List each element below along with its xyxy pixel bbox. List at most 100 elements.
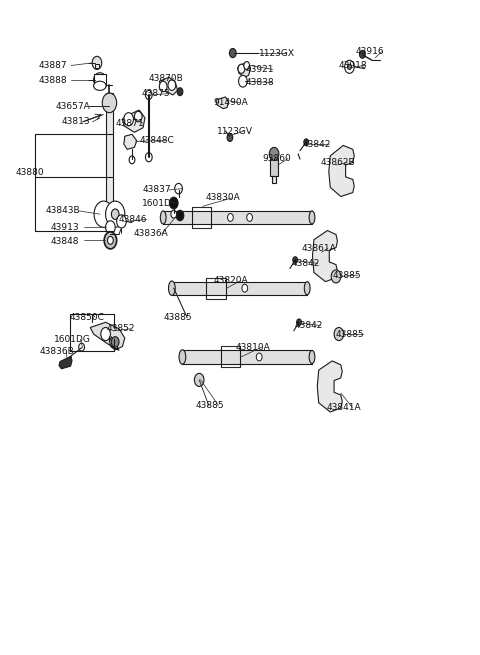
Ellipse shape xyxy=(309,211,315,224)
Circle shape xyxy=(348,64,351,69)
Polygon shape xyxy=(317,361,342,412)
Text: 43873: 43873 xyxy=(142,89,170,98)
Bar xyxy=(163,211,312,224)
Text: 43885: 43885 xyxy=(332,271,361,280)
Ellipse shape xyxy=(94,73,106,87)
Circle shape xyxy=(269,147,279,160)
Text: 43913: 43913 xyxy=(50,223,79,232)
Circle shape xyxy=(106,221,115,234)
Ellipse shape xyxy=(160,211,166,224)
Text: 1123GV: 1123GV xyxy=(217,126,253,136)
Circle shape xyxy=(169,197,178,209)
Bar xyxy=(94,74,106,86)
Bar xyxy=(192,207,211,228)
Circle shape xyxy=(176,210,184,221)
Ellipse shape xyxy=(309,350,315,364)
Circle shape xyxy=(92,56,102,69)
Text: 43885: 43885 xyxy=(196,401,225,410)
Circle shape xyxy=(106,326,113,336)
Ellipse shape xyxy=(304,282,310,295)
Circle shape xyxy=(247,214,252,221)
Circle shape xyxy=(108,236,113,244)
Circle shape xyxy=(293,257,298,263)
Text: 43842: 43842 xyxy=(302,140,331,149)
Text: 43810A: 43810A xyxy=(235,343,270,352)
Text: 43880: 43880 xyxy=(15,168,44,177)
Circle shape xyxy=(297,319,301,326)
Text: 43820A: 43820A xyxy=(214,276,248,286)
Bar xyxy=(270,158,278,176)
Text: 43836B: 43836B xyxy=(39,346,74,356)
Text: 43848: 43848 xyxy=(50,236,79,246)
Polygon shape xyxy=(216,97,228,109)
Circle shape xyxy=(228,214,233,221)
Text: 43836A: 43836A xyxy=(133,229,168,238)
Circle shape xyxy=(360,50,365,58)
Text: 91490A: 91490A xyxy=(214,98,248,107)
Circle shape xyxy=(106,201,125,227)
Text: 43837: 43837 xyxy=(143,185,172,195)
Text: 43888: 43888 xyxy=(38,76,67,85)
Circle shape xyxy=(168,80,176,90)
Circle shape xyxy=(331,270,341,283)
Text: 43871: 43871 xyxy=(115,119,144,128)
Circle shape xyxy=(171,210,177,218)
Circle shape xyxy=(111,337,119,347)
Circle shape xyxy=(304,139,309,145)
Circle shape xyxy=(145,90,152,100)
Circle shape xyxy=(124,113,133,126)
Text: 43848C: 43848C xyxy=(139,136,174,145)
Circle shape xyxy=(129,156,135,164)
Text: 1601DG: 1601DG xyxy=(54,335,91,344)
Text: 1123GX: 1123GX xyxy=(259,48,295,58)
Circle shape xyxy=(239,75,247,87)
Text: 43852: 43852 xyxy=(107,324,135,333)
Bar xyxy=(206,278,226,299)
Circle shape xyxy=(145,153,152,162)
Bar xyxy=(172,282,307,295)
Text: 43838: 43838 xyxy=(246,78,275,87)
Ellipse shape xyxy=(168,281,175,295)
Circle shape xyxy=(238,64,245,73)
Bar xyxy=(221,346,240,367)
Circle shape xyxy=(101,328,110,341)
Circle shape xyxy=(229,48,236,58)
Circle shape xyxy=(134,111,142,122)
Circle shape xyxy=(175,183,182,194)
Text: 43921: 43921 xyxy=(246,65,274,74)
Text: 43841A: 43841A xyxy=(326,403,361,412)
Polygon shape xyxy=(329,145,354,196)
Text: 43862B: 43862B xyxy=(321,158,355,167)
Text: 43887: 43887 xyxy=(38,61,67,70)
Circle shape xyxy=(102,93,117,113)
Text: 43843B: 43843B xyxy=(46,206,80,215)
Circle shape xyxy=(334,328,344,341)
Circle shape xyxy=(79,343,84,351)
Circle shape xyxy=(242,284,248,292)
Text: 43842: 43842 xyxy=(295,321,323,330)
Text: 43916: 43916 xyxy=(355,47,384,56)
Text: 43842: 43842 xyxy=(291,259,320,268)
Polygon shape xyxy=(90,322,125,350)
Text: 43830A: 43830A xyxy=(205,193,240,202)
Text: 93860: 93860 xyxy=(262,154,291,163)
Text: 43870B: 43870B xyxy=(149,74,183,83)
Circle shape xyxy=(117,215,126,228)
Circle shape xyxy=(194,373,204,386)
Bar xyxy=(182,350,312,364)
Bar xyxy=(95,64,99,68)
Polygon shape xyxy=(312,231,337,282)
Polygon shape xyxy=(124,134,137,149)
Polygon shape xyxy=(59,356,72,369)
Text: 43885: 43885 xyxy=(336,329,365,339)
Circle shape xyxy=(177,88,183,96)
Bar xyxy=(106,93,113,231)
Circle shape xyxy=(244,62,250,69)
Ellipse shape xyxy=(94,81,106,90)
Text: 43846: 43846 xyxy=(118,215,146,224)
Polygon shape xyxy=(122,110,145,132)
Circle shape xyxy=(256,353,262,361)
Polygon shape xyxy=(238,62,251,77)
Circle shape xyxy=(345,60,354,73)
Polygon shape xyxy=(159,77,178,95)
